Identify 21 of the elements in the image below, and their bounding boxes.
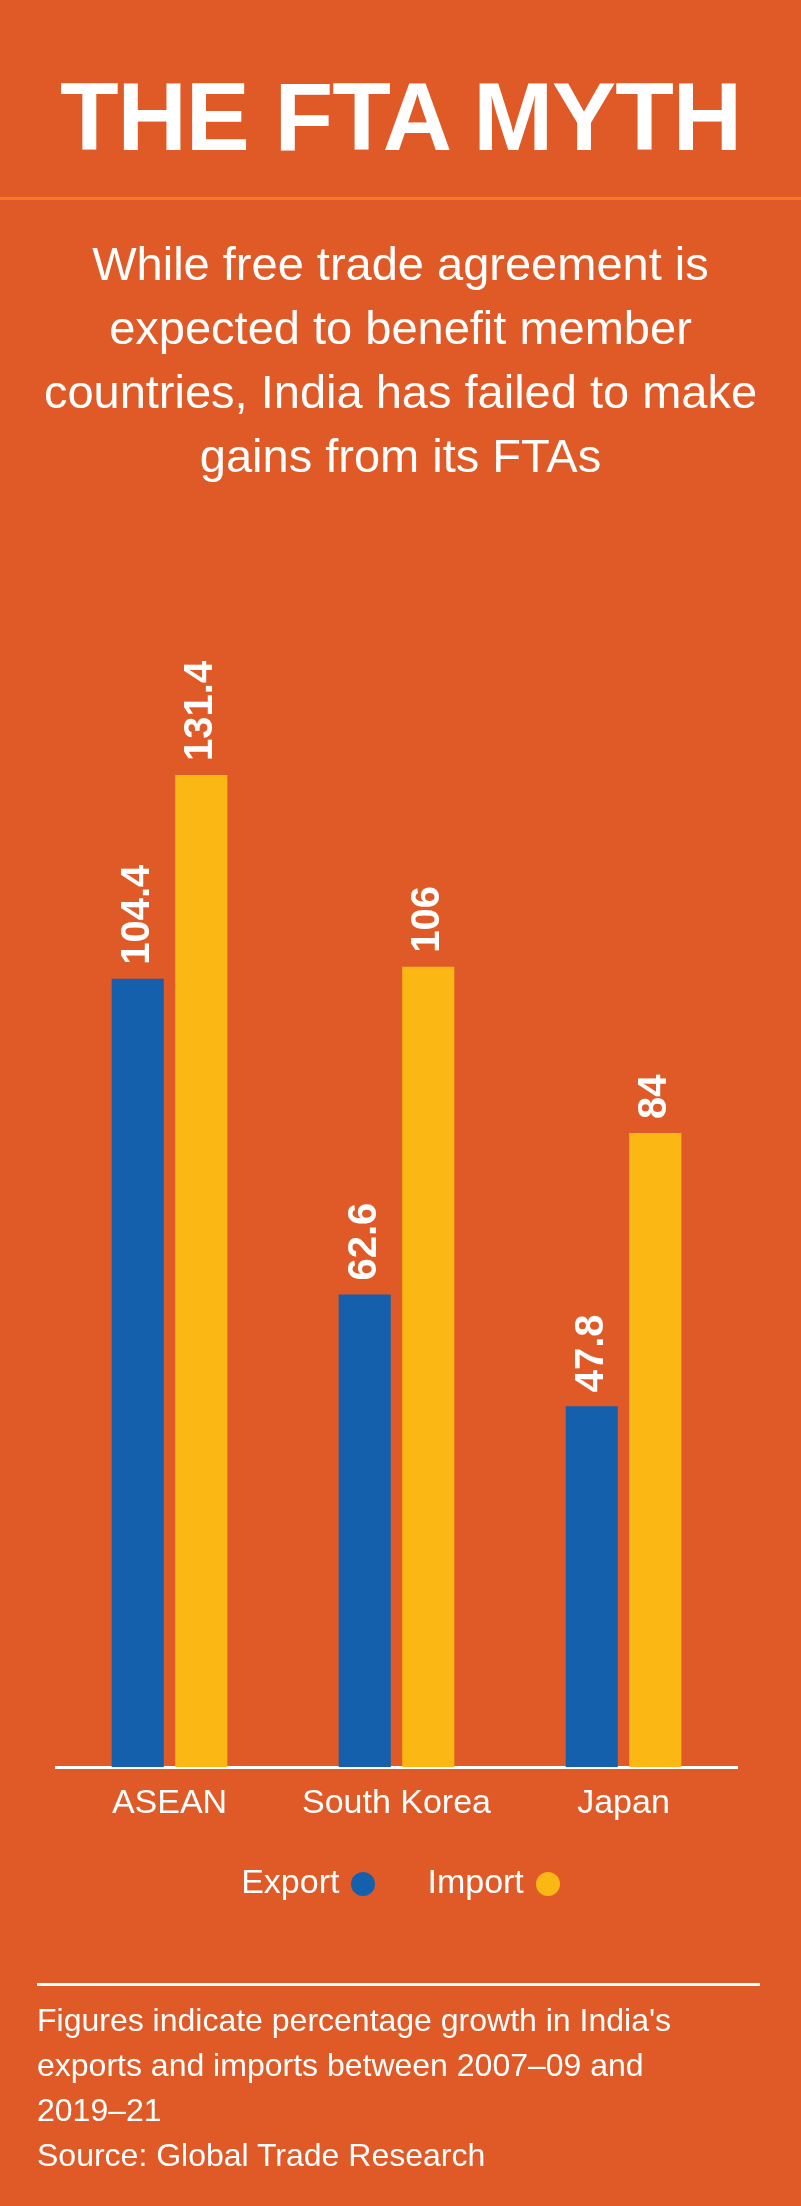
source-note: Source: Global Trade Research (37, 2136, 487, 2175)
bar (175, 774, 228, 1768)
data-label: 47.8 (566, 1314, 611, 1393)
data-label: 104.4 (112, 863, 157, 965)
data-label: 131.4 (176, 660, 221, 761)
data-label: 84 (630, 1073, 675, 1119)
bar (402, 966, 455, 1768)
chart-subtitle: While free trade agreement is expected to benefit member countries, India has failed to make gains from its FTAs (42, 236, 759, 484)
chart-title: THE FTA MYTH (58, 62, 743, 172)
bar (111, 978, 164, 1768)
x-tick-label: Japan (577, 1781, 670, 1820)
x-tick-label: ASEAN (111, 1781, 228, 1820)
text: Figures indicate percentage growth in India's exports and imports between 2007–09 and 2019–21 (37, 2001, 673, 2130)
legend-label: Export (241, 1862, 340, 1900)
data-label: 62.6 (339, 1202, 384, 1281)
bar (629, 1132, 682, 1768)
bar (338, 1294, 391, 1768)
bar (565, 1406, 618, 1768)
x-tick-label: South Korea (301, 1781, 492, 1820)
legend-label: Import (427, 1862, 524, 1900)
data-label: 106 (403, 886, 448, 953)
